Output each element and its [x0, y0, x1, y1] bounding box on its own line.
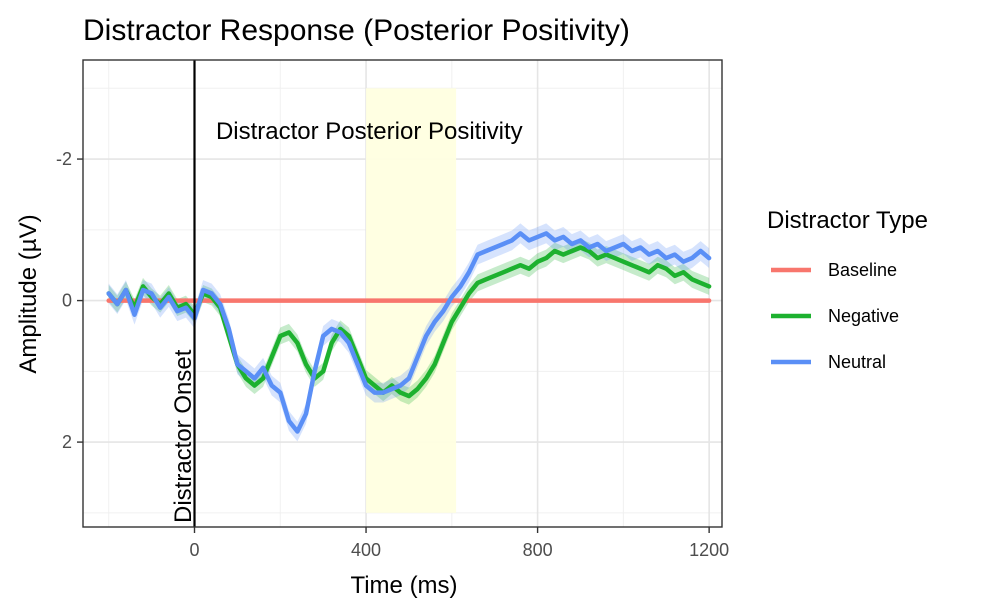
legend-title: Distractor Type	[767, 207, 928, 234]
annotation-posterior-positivity: Distractor Posterior Positivity	[216, 118, 523, 145]
y-axis-title: Amplitude (µV)	[15, 214, 42, 373]
plot-border	[82, 59, 723, 528]
x-tick-label: 800	[523, 540, 553, 560]
x-axis-title: Time (ms)	[350, 572, 457, 599]
x-tick-label: 0	[189, 540, 199, 560]
legend-label-neutral: Neutral	[828, 352, 886, 372]
legend-label-baseline: Baseline	[828, 260, 897, 280]
y-tick-label: 2	[62, 432, 72, 452]
legend: Distractor Type Baseline Negative Neutral	[767, 207, 928, 372]
x-tick-label: 1200	[689, 540, 729, 560]
series-line-negative	[106, 245, 712, 399]
chart-title: Distractor Response (Posterior Positivit…	[83, 14, 630, 47]
series-line-neutral	[106, 231, 712, 434]
x-tick-label: 400	[351, 540, 381, 560]
plot-area: Distractor Posterior Positivity Distracto…	[56, 59, 729, 560]
annotation-distractor-onset: Distractor Onset	[170, 349, 197, 523]
y-tick-label: -2	[56, 149, 72, 169]
y-tick-label: 0	[62, 291, 72, 311]
legend-label-negative: Negative	[828, 306, 899, 326]
